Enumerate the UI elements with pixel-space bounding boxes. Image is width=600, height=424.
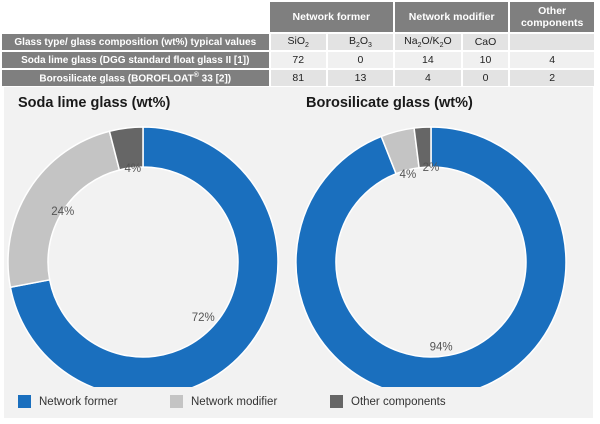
slice-label-former: 72% xyxy=(192,312,215,324)
charts-panel: Soda lime glass (wt%) Borosilicate glass… xyxy=(4,87,593,418)
composition-table: Network former Network modifier Other co… xyxy=(2,2,596,88)
oxide-na2o-k2o: Na2O/K2O xyxy=(394,33,463,51)
table-row-borosilicate: Borosilicate glass (BOROFLOAT® 33 [2]) 8… xyxy=(2,69,596,87)
group-header-network-former: Network former xyxy=(269,2,396,33)
slice-label-modifier: 24% xyxy=(51,206,74,218)
cell-value: 10 xyxy=(461,51,511,69)
cell-value: 81 xyxy=(269,69,328,87)
legend-label: Network former xyxy=(39,395,118,408)
table-oxide-row: Glass type/ glass composition (wt%) typi… xyxy=(2,33,596,51)
legend-label: Other components xyxy=(351,395,446,408)
oxide-sio2: SiO2 xyxy=(269,33,328,51)
legend-swatch-modifier xyxy=(170,395,183,408)
legend-item-network-modifier: Network modifier xyxy=(170,395,277,408)
legend-item-other-components: Other components xyxy=(330,395,446,408)
donut-slice-other xyxy=(413,126,432,169)
slice-label-other: 4% xyxy=(125,163,142,175)
cell-value: 0 xyxy=(461,69,511,87)
legend-item-network-former: Network former xyxy=(18,395,118,408)
row-label-borosilicate: Borosilicate glass (BOROFLOAT® 33 [2]) xyxy=(2,69,271,87)
cell-value: 2 xyxy=(509,69,596,87)
oxide-b2o3: B2O3 xyxy=(326,33,396,51)
cell-value: 4 xyxy=(394,69,463,87)
donut-charts: 72% 24% 4% 94% 4% 2% xyxy=(7,126,567,387)
donut-slice-former xyxy=(9,126,279,387)
cell-value: 14 xyxy=(394,51,463,69)
legend-label: Network modifier xyxy=(191,395,278,408)
table-group-header-row: Network former Network modifier Other co… xyxy=(2,2,596,33)
slice-label-modifier: 4% xyxy=(400,169,417,181)
cell-value: 0 xyxy=(326,51,396,69)
cell-value: 13 xyxy=(326,69,396,87)
donut-slice-former xyxy=(295,126,567,387)
first-column-header: Glass type/ glass composition (wt%) typi… xyxy=(2,33,271,51)
cell-value: 4 xyxy=(509,51,596,69)
chart-title-soda-lime: Soda lime glass (wt%) xyxy=(18,95,171,111)
group-header-network-modifier: Network modifier xyxy=(394,2,511,33)
cell-value: 72 xyxy=(269,51,328,69)
group-header-other-components: Other components xyxy=(509,2,596,33)
chart-title-borosilicate: Borosilicate glass (wt%) xyxy=(306,95,473,111)
slice-label-other: 2% xyxy=(423,162,440,174)
oxide-other-blank xyxy=(509,33,596,51)
legend-swatch-former xyxy=(18,395,31,408)
legend-swatch-other xyxy=(330,395,343,408)
oxide-cao: CaO xyxy=(461,33,511,51)
row-label-soda-lime: Soda lime glass (DGG standard float glas… xyxy=(2,51,271,69)
donut-slice-other xyxy=(108,126,144,171)
slice-label-former: 94% xyxy=(430,341,453,353)
table-row-soda-lime: Soda lime glass (DGG standard float glas… xyxy=(2,51,596,69)
